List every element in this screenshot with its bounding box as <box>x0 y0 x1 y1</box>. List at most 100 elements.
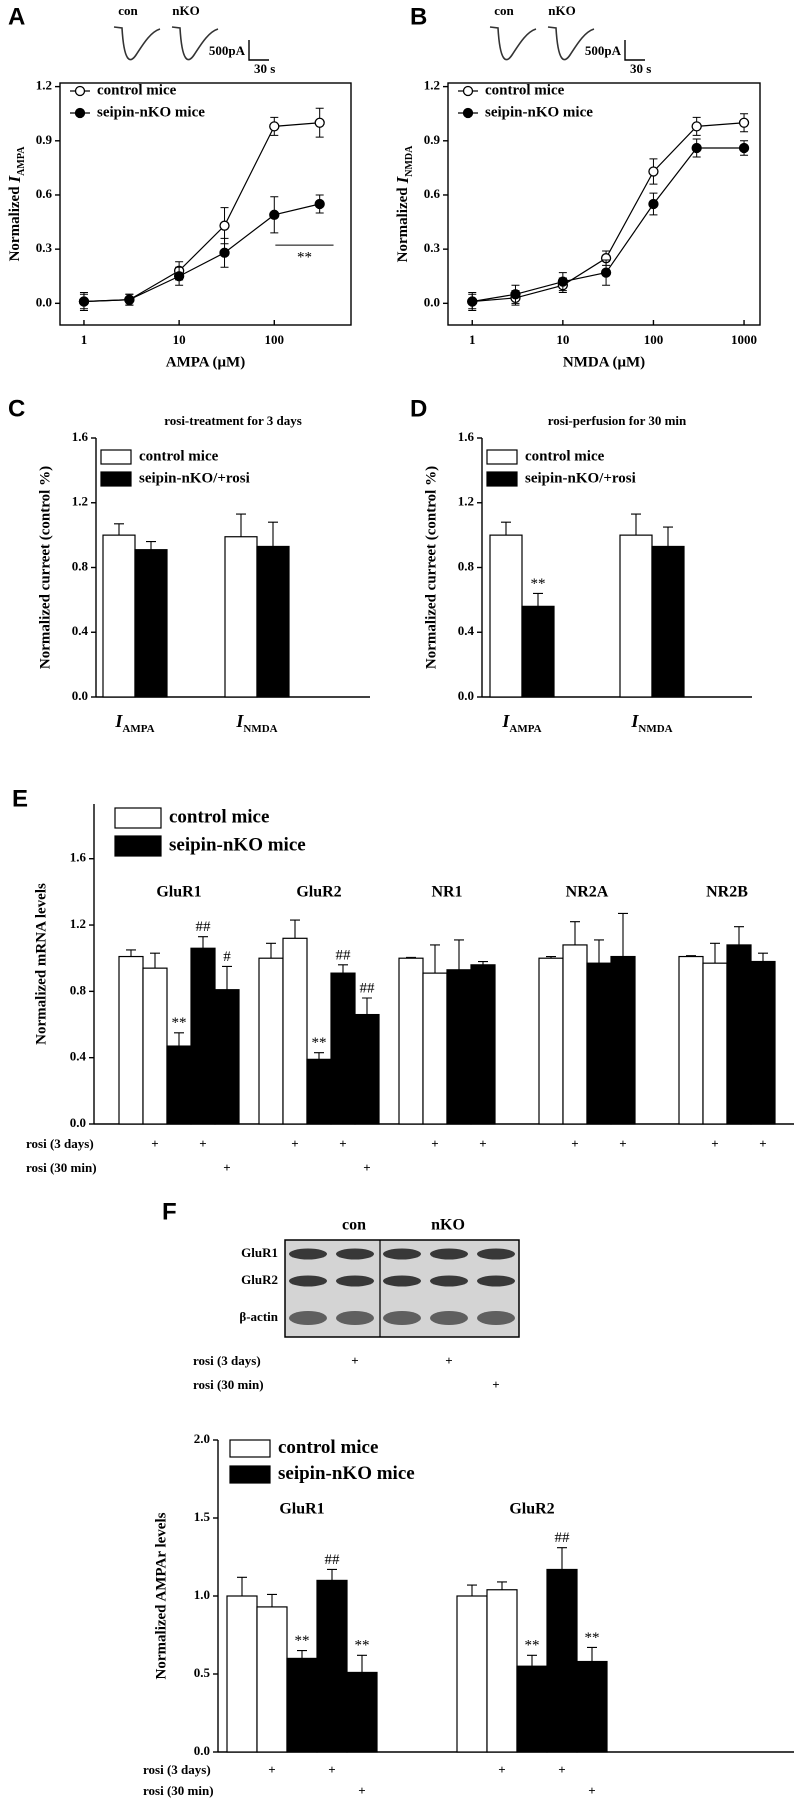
treatment-sign: + <box>588 1783 595 1798</box>
bar <box>134 549 168 698</box>
error-bar <box>686 955 696 957</box>
legend-marker <box>74 107 86 119</box>
plot-frame <box>59 82 352 326</box>
bar <box>678 955 704 1125</box>
y-axis-label-part: AMPA <box>16 146 27 176</box>
blot-row-label: GluR2 <box>241 1272 278 1287</box>
category-label-part: I <box>235 711 244 731</box>
error-bar <box>237 1576 247 1596</box>
error-bar <box>357 1654 367 1673</box>
treatment-sign: + <box>571 1136 578 1151</box>
error-bar <box>430 944 440 974</box>
error-bar <box>546 955 556 959</box>
bar <box>586 962 612 1125</box>
scale-bar <box>624 40 645 61</box>
bar <box>538 957 564 1125</box>
category-label-part: NMDA <box>638 723 672 735</box>
legend-label: control mice <box>139 448 219 464</box>
data-point <box>557 276 568 287</box>
data-point <box>648 198 659 210</box>
y-tick-label: 1.6 <box>70 850 87 865</box>
blot-treatment-label: rosi (30 min) <box>193 1377 264 1392</box>
category-label-part: I <box>501 711 510 731</box>
y-tick-label: 1.2 <box>70 916 86 931</box>
scale-bar-label: 30 s <box>630 61 651 76</box>
blot-band <box>383 1311 421 1325</box>
y-tick-label: 0.8 <box>458 558 475 573</box>
data-point <box>314 117 325 128</box>
data-point <box>467 296 478 307</box>
significance-label: ** <box>531 576 546 592</box>
y-axis-label: Normalized curreet (control %) <box>37 466 53 669</box>
error-bar <box>594 939 604 964</box>
x-tick-label: 1000 <box>731 332 757 347</box>
chart-title: rosi-treatment for 3 days <box>164 413 302 428</box>
legend-swatch <box>100 471 132 487</box>
data-point <box>219 247 230 258</box>
treatment-sign: + <box>291 1136 298 1151</box>
legend-swatch <box>114 835 162 857</box>
y-tick-label: 1.6 <box>72 429 89 444</box>
legend-label: seipin-nKO mice <box>485 104 593 120</box>
blot-band <box>336 1275 374 1287</box>
panel-letter: A <box>8 3 25 30</box>
blot-band <box>383 1275 421 1287</box>
blot-band <box>477 1248 515 1260</box>
series-line <box>83 203 320 303</box>
bar <box>562 944 588 1125</box>
data-point <box>269 121 280 132</box>
current-trace <box>113 26 161 61</box>
error-bar <box>533 592 543 607</box>
y-tick-label: 1.2 <box>424 78 440 93</box>
y-tick-label: 1.2 <box>36 78 52 93</box>
y-tick-label: 0.4 <box>70 1049 87 1064</box>
y-tick-label: 1.6 <box>458 429 475 444</box>
legend-label: seipin-nKO mice <box>97 104 205 120</box>
significance-label: ## <box>325 1552 341 1568</box>
bar <box>282 937 308 1125</box>
scale-bar-label: 30 s <box>254 61 275 76</box>
treatment-sign: + <box>711 1136 718 1151</box>
legend-label: control mice <box>525 448 605 464</box>
scale-bar-label: 500pA <box>585 43 622 58</box>
significance-label: ** <box>525 1638 540 1654</box>
treatment-sign: + <box>151 1136 158 1151</box>
significance-label: ** <box>355 1638 370 1654</box>
bar <box>470 964 496 1125</box>
y-tick-label: 0.3 <box>36 240 53 255</box>
blot-column-label: con <box>342 1217 366 1234</box>
treatment-sign: + <box>339 1136 346 1151</box>
y-tick-label: 0.9 <box>424 132 441 147</box>
bar <box>142 967 168 1125</box>
y-axis-label: Normalized AMPAr levels <box>153 1512 169 1679</box>
bar <box>489 534 523 698</box>
error-bar <box>297 1650 307 1659</box>
bar <box>726 944 752 1125</box>
inset-label: nKO <box>172 3 199 18</box>
scale-bar-label: 500pA <box>209 43 246 58</box>
y-tick-label: 0.0 <box>70 1115 86 1130</box>
treatment-sign: + <box>431 1136 438 1151</box>
bar <box>576 1660 608 1753</box>
x-tick-label: 1 <box>81 332 88 347</box>
error-bar <box>758 952 768 962</box>
category-label: GluR1 <box>156 884 201 901</box>
legend-swatch <box>229 1465 271 1484</box>
significance-label: ## <box>555 1530 571 1546</box>
significance-label: ** <box>312 1035 327 1051</box>
bar <box>651 545 685 698</box>
error-bar <box>570 921 580 945</box>
category-label: INMDA <box>630 711 672 734</box>
bar <box>398 957 424 1125</box>
significance-label: ## <box>336 947 352 963</box>
data-point <box>738 142 750 154</box>
annotation: ** <box>297 250 312 266</box>
blot-band <box>289 1248 327 1260</box>
bar <box>166 1045 192 1125</box>
inset-label: con <box>118 3 138 18</box>
bar <box>258 957 284 1125</box>
data-point <box>600 267 612 278</box>
legend-marker <box>74 85 86 97</box>
x-tick-label: 10 <box>173 332 186 347</box>
